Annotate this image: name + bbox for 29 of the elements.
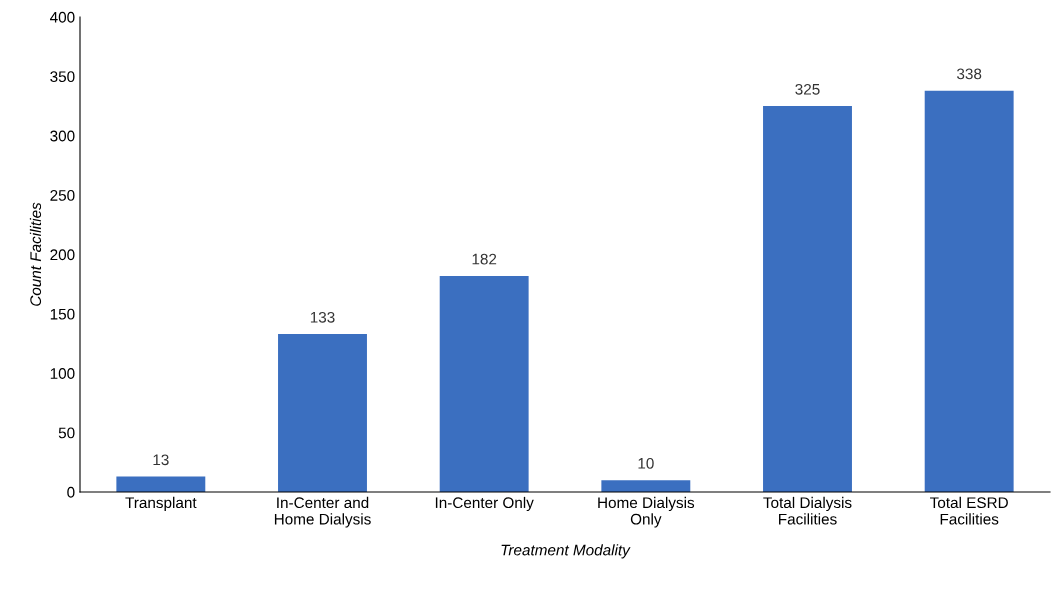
y-tick-label: 250 xyxy=(50,189,75,201)
bar xyxy=(601,480,691,492)
x-tick-label: Transplant xyxy=(125,496,197,512)
bar xyxy=(924,90,1014,492)
y-tick-label: 400 xyxy=(50,11,75,23)
data-label: 338 xyxy=(957,68,982,80)
data-label: 10 xyxy=(638,457,654,469)
bar xyxy=(116,476,206,492)
x-axis-title: Treatment Modality xyxy=(501,544,631,559)
y-tick-label: 300 xyxy=(50,130,75,142)
data-label: 325 xyxy=(795,83,820,95)
x-tick-label: Total ESRD Facilities xyxy=(930,496,1008,525)
bar xyxy=(763,106,852,492)
y-tick-label: 200 xyxy=(50,249,75,261)
data-label: 13 xyxy=(153,454,169,466)
y-tick-label: 350 xyxy=(50,71,75,83)
x-tick-label: Home Dialysis Only xyxy=(598,496,695,528)
y-tick-label: 100 xyxy=(50,368,75,379)
data-label: 182 xyxy=(472,253,497,265)
y-tick-label: 150 xyxy=(50,308,75,320)
x-tick-label: In-Center Only xyxy=(435,496,534,512)
data-label: 133 xyxy=(310,311,335,323)
x-tick-label: In-Center and Home Dialysis xyxy=(274,496,371,528)
y-axis-title: Count Facilities xyxy=(29,202,42,306)
y-tick-label: 0 xyxy=(67,486,75,498)
bar xyxy=(278,334,367,492)
bar xyxy=(439,275,529,492)
x-tick-label: Total Dialysis Facilities xyxy=(763,496,852,525)
y-tick-label: 50 xyxy=(58,427,75,439)
